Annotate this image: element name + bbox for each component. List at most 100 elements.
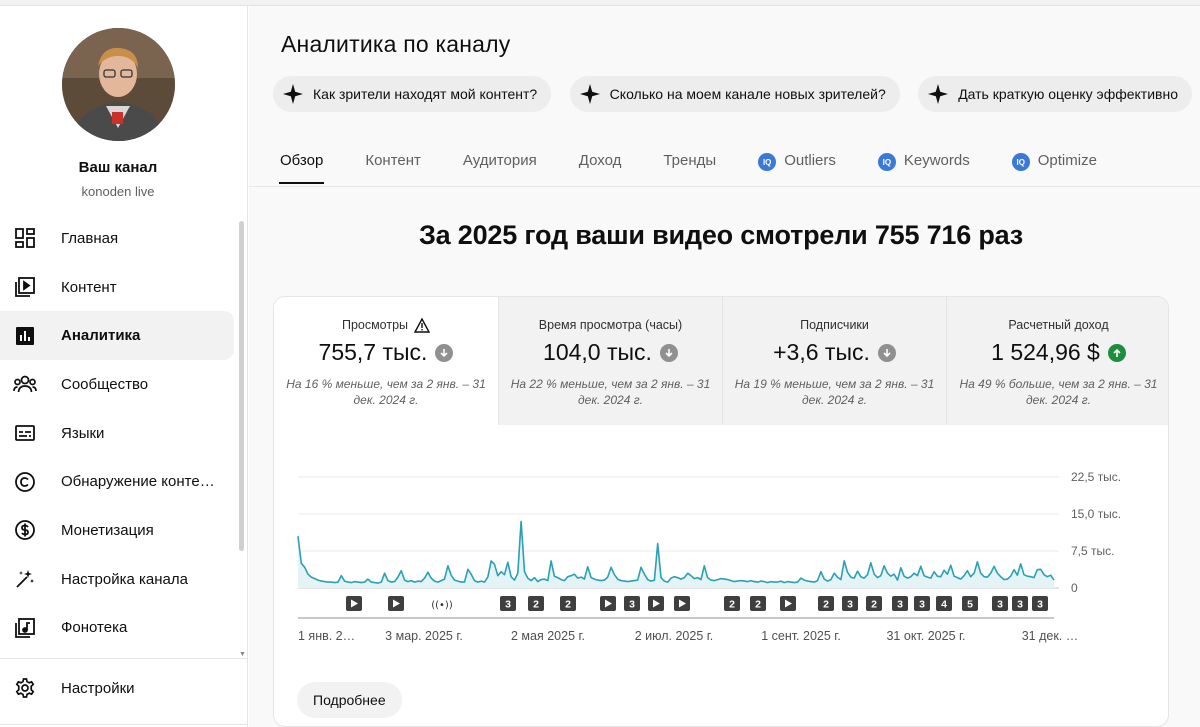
tab-audience[interactable]: Аудитория — [462, 152, 537, 169]
marker-count: 2 — [533, 599, 539, 611]
sidebar-item-label: Обнаружение контен… — [61, 473, 221, 491]
sidebar-item-settings[interactable]: Настройки — [0, 664, 236, 713]
metric-views[interactable]: Просмотры 755,7 тыс. На 16 % меньше, чем… — [274, 297, 498, 425]
chip-question[interactable]: Сколько на моем канале новых зрителей? — [569, 76, 900, 112]
tab-outliers[interactable]: IQ Outliers — [758, 144, 836, 186]
metric-value: 755,7 тыс. — [318, 339, 428, 365]
metric-label: Время просмотра (часы) — [538, 318, 683, 332]
x-tick-label: 2 июл. 2025 г. — [635, 629, 714, 643]
sidebar-item-audio-library[interactable]: Фонотека — [0, 604, 236, 653]
y-tick-label: 0 — [1071, 581, 1078, 595]
play-icon — [605, 599, 612, 608]
sidebar-item-customization[interactable]: Настройка канала — [0, 555, 236, 604]
videos-count-marker — [842, 596, 858, 611]
marker-count: 3 — [1017, 599, 1023, 611]
sidebar-item-label: Фонотека — [61, 619, 128, 637]
videos-count-marker — [750, 596, 766, 611]
videos-count-marker — [560, 596, 576, 611]
divider — [0, 658, 248, 659]
metric-comparison: На 19 % меньше, чем за 2 янв. – 31 дек. … — [734, 377, 935, 407]
sidebar-item-analytics[interactable]: Аналитика — [0, 311, 234, 361]
marker-count: 3 — [1037, 599, 1043, 611]
series-line — [297, 520, 1055, 584]
videos-count-marker — [500, 596, 516, 611]
chip-question[interactable]: Как зрители находят мой контент? — [273, 76, 552, 112]
metric-value: 1 524,96 $ — [991, 339, 1100, 365]
sidebar-item-monetization[interactable]: Монетизация — [0, 506, 236, 555]
metric-revenue[interactable]: Расчетный доход 1 524,96 $ На 49 % больш… — [946, 297, 1168, 425]
channel-avatar[interactable] — [62, 28, 175, 141]
extension-icon: IQ — [758, 153, 777, 171]
marker-count: 5 — [967, 599, 973, 611]
videos-count-marker — [528, 596, 544, 611]
channel-title: Ваш канал — [78, 159, 158, 176]
marker-count: 4 — [941, 599, 947, 611]
videos-count-marker — [1032, 596, 1048, 611]
tab-keywords[interactable]: IQ Keywords — [877, 144, 970, 186]
sidebar-item-dashboard[interactable]: Главная — [0, 214, 236, 263]
divider — [0, 724, 248, 725]
extension-icon: IQ — [877, 153, 896, 171]
metric-subscribers[interactable]: Подписчики +3,6 тыс. На 19 % меньше, чем… — [722, 297, 946, 425]
sidebar-item-content-detection[interactable]: Обнаружение контен… — [0, 457, 236, 506]
chip-label: Сколько на моем канале новых зрителей? — [609, 86, 886, 102]
marker-count: 3 — [997, 599, 1003, 611]
sidebar-item-languages[interactable]: Языки — [0, 409, 236, 458]
audio-library-icon — [13, 616, 37, 640]
sidebar-item-label: Сообщество — [61, 375, 149, 393]
videos-count-marker — [818, 596, 834, 611]
videos-count-marker — [624, 596, 640, 611]
y-tick-label: 15,0 тыс. — [1071, 507, 1121, 521]
videos-count-marker — [724, 596, 740, 611]
metric-tabs: Просмотры 755,7 тыс. На 16 % меньше, чем… — [274, 297, 1168, 425]
marker-count: 2 — [871, 599, 877, 611]
x-tick-label: 31 окт. 2025 г. — [886, 629, 965, 643]
videos-count-marker — [962, 596, 978, 611]
metric-label: Расчетный доход — [1008, 318, 1109, 332]
x-tick-label: 3 мар. 2025 г. — [385, 629, 463, 643]
videos-count-marker — [866, 596, 882, 611]
sidebar-item-content[interactable]: Контент — [0, 263, 236, 312]
page-title: Аналитика по каналу — [281, 31, 511, 57]
dollar-icon — [13, 518, 37, 542]
sidebar-item-label: Настройки — [61, 679, 135, 697]
live-stream-marker-icon: ((•)) — [431, 600, 453, 611]
metric-watch-time[interactable]: Время просмотра (часы) 104,0 тыс. На 22 … — [498, 297, 722, 425]
marker-count: 2 — [565, 599, 571, 611]
chip-question[interactable]: Дать краткую оценку эффективно — [918, 76, 1192, 112]
marker-count: 2 — [755, 599, 761, 611]
y-tick-label: 22,5 тыс. — [1071, 470, 1121, 484]
overview-card: Просмотры 755,7 тыс. На 16 % меньше, чем… — [273, 296, 1169, 727]
marker-count: 3 — [897, 599, 903, 611]
copyright-icon — [13, 470, 37, 494]
videos-count-marker — [914, 596, 930, 611]
chip-label: Как зрители находят мой контент? — [313, 86, 538, 102]
tab-content[interactable]: Контент — [365, 152, 421, 169]
sparkle-icon — [579, 84, 600, 104]
marker-count: 3 — [505, 599, 511, 611]
trend-down-icon — [659, 343, 678, 362]
subtitles-icon — [13, 421, 37, 445]
scroll-down-icon[interactable]: ▼ — [239, 651, 246, 658]
trend-up-icon — [1107, 343, 1126, 362]
sidebar-scrollbar[interactable] — [239, 221, 244, 551]
sparkle-icon — [928, 84, 949, 104]
tab-revenue[interactable]: Доход — [578, 152, 622, 169]
videos-count-marker — [936, 596, 952, 611]
warning-icon[interactable] — [414, 317, 431, 333]
metric-comparison: На 22 % меньше, чем за 2 янв. – 31 дек. … — [510, 377, 711, 407]
metric-label: Подписчики — [800, 318, 869, 332]
play-icon — [679, 599, 686, 608]
analytics-tabs: Обзор Контент Аудитория Доход Тренды IQ O… — [278, 144, 1139, 186]
sidebar-item-community[interactable]: Сообщество — [0, 360, 236, 409]
ai-question-chips: Как зрители находят мой контент? Сколько… — [273, 76, 1200, 114]
metric-label: Просмотры — [341, 318, 409, 332]
tab-overview[interactable]: Обзор — [278, 144, 325, 186]
see-more-button[interactable]: Подробнее — [297, 682, 402, 718]
summary-headline: За 2025 год ваши видео смотрели 755 716 … — [418, 220, 1024, 250]
y-tick-label: 7,5 тыс. — [1071, 544, 1114, 558]
views-chart[interactable]: 22,5 тыс. 15,0 тыс. 7,5 тыс. 0 ((•)) 3 2 2 3 2 2 2 3… — [274, 425, 1169, 645]
tab-trends[interactable]: Тренды — [663, 152, 717, 169]
tab-optimize[interactable]: IQ Optimize — [1011, 144, 1097, 186]
marker-count: 2 — [823, 599, 829, 611]
